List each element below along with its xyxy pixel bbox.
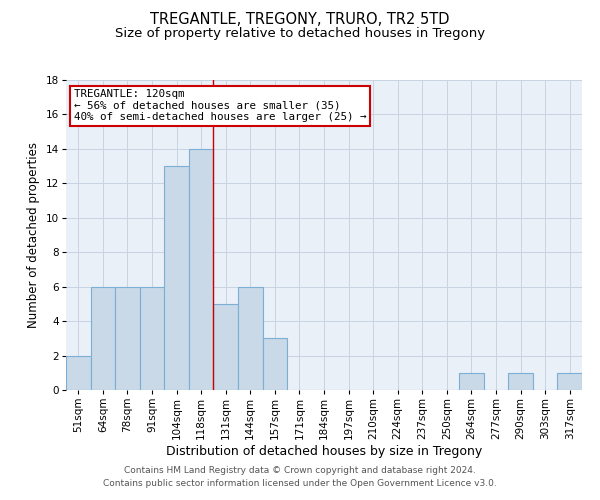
Text: Contains HM Land Registry data © Crown copyright and database right 2024.
Contai: Contains HM Land Registry data © Crown c…: [103, 466, 497, 487]
Y-axis label: Number of detached properties: Number of detached properties: [27, 142, 40, 328]
Text: TREGANTLE, TREGONY, TRURO, TR2 5TD: TREGANTLE, TREGONY, TRURO, TR2 5TD: [150, 12, 450, 28]
Text: TREGANTLE: 120sqm
← 56% of detached houses are smaller (35)
40% of semi-detached: TREGANTLE: 120sqm ← 56% of detached hous…: [74, 90, 366, 122]
Bar: [115, 286, 140, 390]
Bar: [164, 166, 189, 390]
Bar: [214, 304, 238, 390]
Text: Size of property relative to detached houses in Tregony: Size of property relative to detached ho…: [115, 28, 485, 40]
Bar: [66, 356, 91, 390]
Bar: [91, 286, 115, 390]
Bar: [557, 373, 582, 390]
Bar: [238, 286, 263, 390]
Bar: [140, 286, 164, 390]
Bar: [189, 149, 214, 390]
Bar: [508, 373, 533, 390]
X-axis label: Distribution of detached houses by size in Tregony: Distribution of detached houses by size …: [166, 444, 482, 458]
Bar: [459, 373, 484, 390]
Bar: [263, 338, 287, 390]
